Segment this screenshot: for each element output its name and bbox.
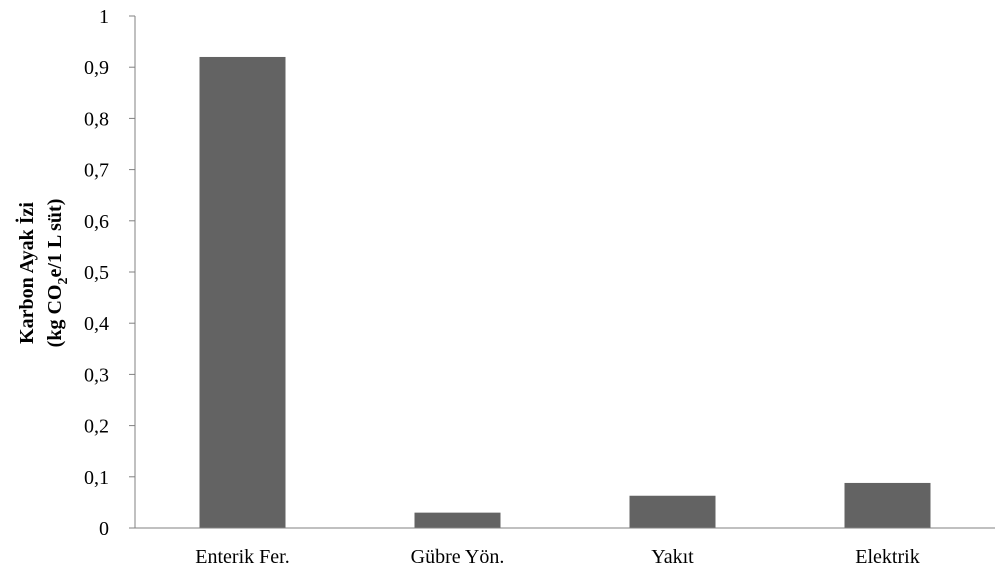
x-tick-label: Elektrik (855, 546, 919, 568)
y-tick-label: 1 (99, 6, 109, 28)
y-tick-label: 0,8 (84, 108, 109, 130)
y-tick-label: 0,9 (84, 57, 109, 79)
bar (414, 512, 501, 528)
y-tick-label: 0,7 (84, 160, 109, 182)
y-tick-label: 0 (99, 518, 109, 540)
y-tick-label: 0,6 (84, 211, 109, 233)
y-axis-title: Karbon Ayak İzi (kg CO2e/1 L süt) (14, 199, 71, 348)
bar (844, 482, 931, 528)
bar (629, 495, 716, 528)
y-axis-title-line2: (kg CO2e/1 L süt) (44, 199, 71, 348)
y-axis-title-line1: Karbon Ayak İzi (14, 202, 38, 344)
y-tick-label: 0,4 (84, 313, 109, 335)
x-axis-ticks: Enterik Fer. Gübre Yön. Yakıt Elektrik (195, 546, 919, 568)
y-axis-ticks: 0 0,1 0,2 0,3 0,4 0,5 0,6 0,7 0,8 0,9 1 (84, 6, 135, 540)
y-tick-label: 0,3 (84, 364, 109, 386)
x-tick-label: Enterik Fer. (195, 546, 289, 568)
y-tick-label: 0,2 (84, 416, 109, 438)
x-tick-label: Gübre Yön. (411, 546, 505, 568)
y-tick-label: 0,5 (84, 262, 109, 284)
bars (199, 56, 931, 529)
x-tick-label: Yakıt (651, 546, 694, 568)
bar (199, 56, 286, 529)
y-tick-label: 0,1 (84, 467, 109, 489)
